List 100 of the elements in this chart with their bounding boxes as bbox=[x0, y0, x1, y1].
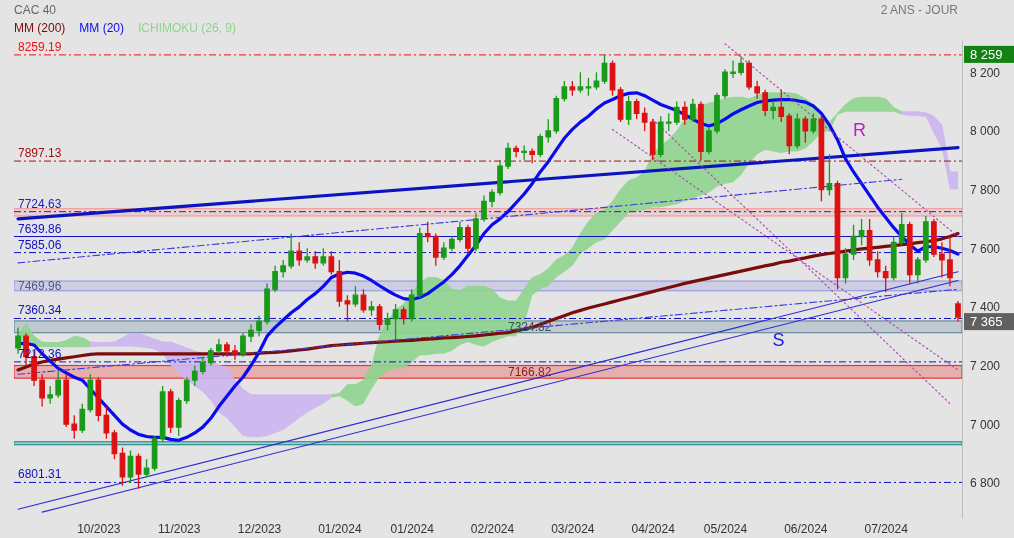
ref-line-label: 7585.06 bbox=[18, 237, 62, 252]
band-label: 7166.82 bbox=[508, 364, 552, 379]
candlestick bbox=[103, 405, 110, 440]
candlestick bbox=[183, 376, 190, 405]
text: 7 365 bbox=[970, 314, 1003, 330]
candlestick bbox=[939, 241, 945, 279]
candlestick bbox=[770, 100, 777, 120]
candlestick bbox=[151, 435, 158, 472]
candlestick bbox=[360, 288, 367, 314]
candlestick bbox=[143, 458, 150, 478]
candlestick bbox=[336, 259, 343, 308]
candlestick bbox=[432, 232, 439, 267]
candlestick bbox=[665, 112, 672, 132]
candlestick bbox=[802, 115, 809, 144]
text: 8 259 bbox=[970, 46, 1003, 62]
candlestick bbox=[135, 452, 142, 490]
candlestick bbox=[256, 315, 262, 337]
candlestick bbox=[698, 100, 704, 161]
candlestick bbox=[545, 118, 552, 144]
ref-line-label: 7639.86 bbox=[18, 221, 62, 236]
candlestick bbox=[119, 446, 126, 487]
candlestick bbox=[240, 332, 246, 358]
text: MM (200) bbox=[14, 21, 66, 35]
candlestick bbox=[457, 221, 463, 243]
candlestick bbox=[71, 414, 78, 440]
x-tick-label: 11/2023 bbox=[157, 521, 201, 536]
y-tick-label: 8 000 bbox=[970, 124, 1001, 139]
candlestick bbox=[280, 259, 286, 279]
candlestick bbox=[706, 127, 712, 156]
candlestick bbox=[304, 247, 311, 264]
candlestick bbox=[714, 92, 720, 135]
candlestick bbox=[890, 235, 897, 282]
candlestick bbox=[585, 77, 592, 97]
y-tick-label: 7 800 bbox=[970, 182, 1001, 197]
x-tick-label: 12/2023 bbox=[237, 521, 282, 536]
candlestick bbox=[577, 71, 584, 94]
candlestick bbox=[440, 241, 447, 261]
x-tick-label: 10/2023 bbox=[77, 521, 121, 536]
candlestick bbox=[609, 59, 616, 97]
candlestick bbox=[553, 95, 560, 135]
candlestick bbox=[288, 232, 295, 270]
candlestick bbox=[408, 288, 415, 323]
candlestick bbox=[931, 218, 937, 258]
candlestick bbox=[529, 147, 536, 164]
candlestick bbox=[657, 115, 664, 158]
candlestick bbox=[537, 133, 544, 158]
y-tick-label: 6 800 bbox=[970, 476, 1001, 491]
candlestick bbox=[95, 376, 102, 422]
x-tick-label: 05/2024 bbox=[703, 521, 748, 536]
candlestick bbox=[625, 95, 632, 126]
candlestick bbox=[690, 98, 696, 123]
x-tick-label: 01/2024 bbox=[390, 521, 435, 536]
candlestick bbox=[521, 144, 528, 161]
candlestick bbox=[224, 341, 230, 358]
candlestick bbox=[352, 285, 359, 308]
candlestick bbox=[111, 429, 118, 460]
candlestick bbox=[746, 59, 752, 91]
x-tick-label: 04/2024 bbox=[631, 521, 676, 536]
candlestick bbox=[722, 68, 728, 100]
y-tick-label: 7 400 bbox=[970, 300, 1001, 315]
x-tick-label: 07/2024 bbox=[864, 521, 909, 536]
ref-line-label: 8259.19 bbox=[18, 39, 62, 54]
y-tick-label: 7 600 bbox=[970, 241, 1001, 256]
candlestick bbox=[384, 312, 391, 331]
ref-line-label: 7360.34 bbox=[18, 303, 62, 318]
candlestick bbox=[866, 218, 873, 267]
candlestick bbox=[786, 112, 793, 156]
candlestick bbox=[127, 449, 134, 484]
candlestick bbox=[738, 55, 744, 76]
ref-line-label: 7897.13 bbox=[18, 146, 62, 161]
candlestick bbox=[882, 265, 889, 293]
ref-line-label: 7724.63 bbox=[18, 196, 62, 211]
candlestick bbox=[207, 347, 214, 367]
x-tick-label: 03/2024 bbox=[551, 521, 595, 536]
y-tick-label: 7 200 bbox=[970, 358, 1001, 373]
candlestick bbox=[794, 112, 801, 150]
candlestick bbox=[232, 344, 238, 361]
candlestick bbox=[175, 397, 182, 437]
candlestick bbox=[778, 89, 785, 123]
candlestick bbox=[850, 224, 857, 261]
text: ICHIMOKU (26, 9) bbox=[138, 21, 237, 35]
candlestick bbox=[826, 153, 833, 197]
x-tick-label: 01/2024 bbox=[318, 521, 362, 536]
candlestick bbox=[762, 89, 769, 117]
candlestick bbox=[465, 224, 471, 255]
candlestick bbox=[601, 54, 608, 85]
candlestick bbox=[264, 282, 270, 326]
candlestick bbox=[810, 112, 817, 135]
x-tick-label: 06/2024 bbox=[784, 521, 828, 536]
candlestick bbox=[473, 212, 479, 252]
candlestick bbox=[328, 250, 335, 276]
candlestick bbox=[858, 218, 865, 246]
candlestick bbox=[39, 373, 45, 408]
text: MM (20) bbox=[79, 21, 125, 35]
candlestick bbox=[248, 323, 254, 343]
candlestick bbox=[730, 59, 736, 79]
candlestick bbox=[681, 100, 688, 126]
candlestick bbox=[296, 241, 303, 267]
y-tick-label: 8 200 bbox=[970, 65, 1001, 80]
annotation: R bbox=[852, 119, 866, 140]
